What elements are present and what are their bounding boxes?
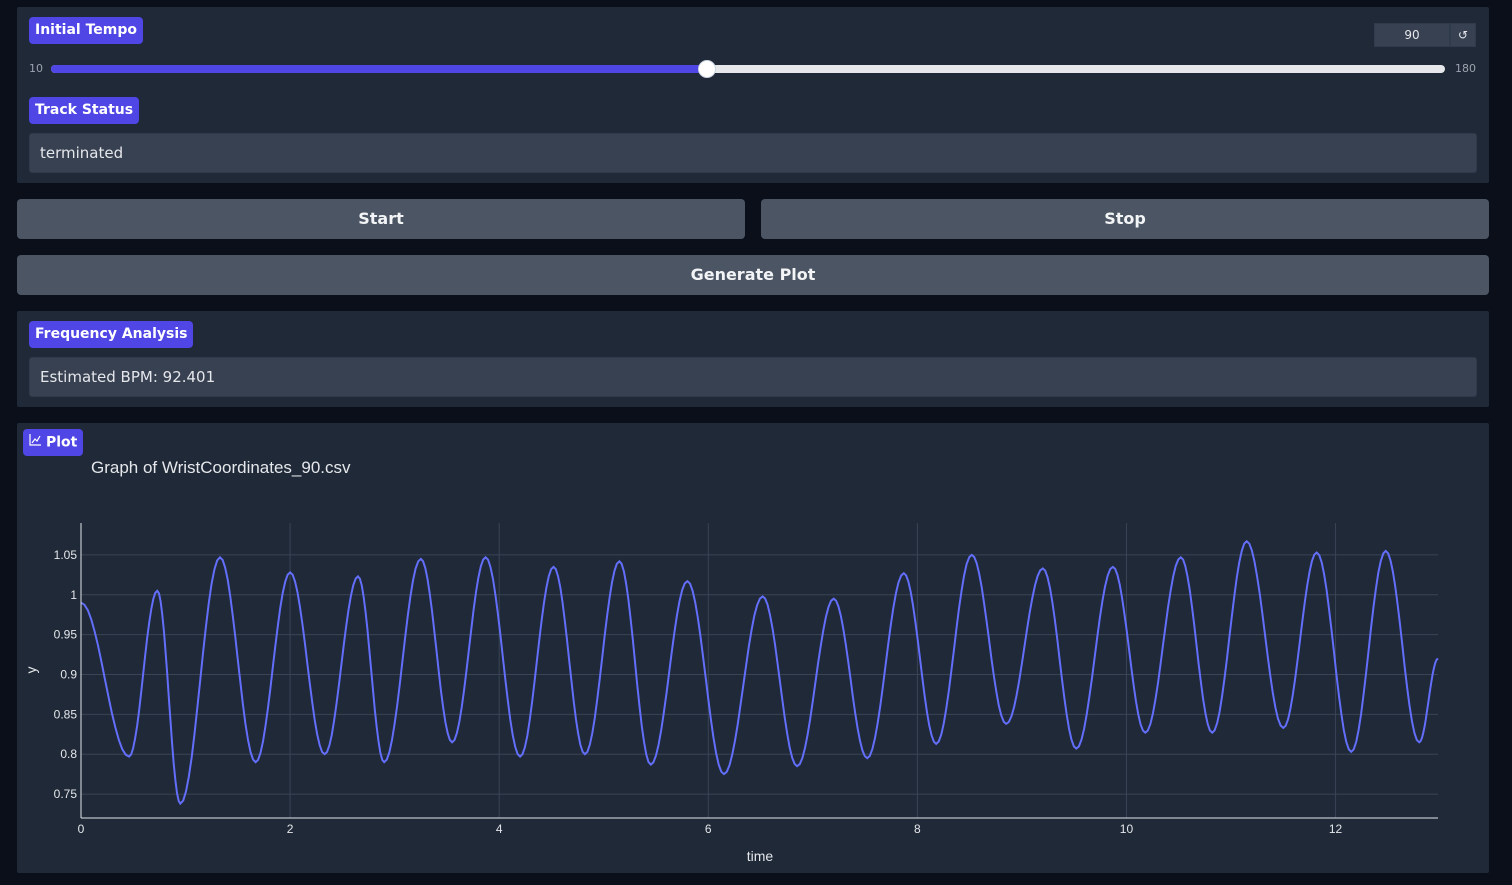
tempo-slider[interactable] xyxy=(51,60,1445,78)
frequency-panel: Frequency Analysis Estimated BPM: 92.401 xyxy=(17,311,1489,407)
x-axis-label: time xyxy=(747,848,774,864)
chart-grid xyxy=(80,523,1438,818)
chart-icon xyxy=(29,429,42,456)
tempo-slider-fill xyxy=(51,65,707,73)
y-tick-label: 1.05 xyxy=(54,548,78,562)
slider-min-label: 10 xyxy=(29,62,43,75)
chart-title: Graph of WristCoordinates_90.csv xyxy=(91,458,351,477)
generate-plot-button[interactable]: Generate Plot xyxy=(17,255,1489,295)
x-tick-label: 12 xyxy=(1329,822,1343,836)
initial-tempo-label: Initial Tempo xyxy=(29,17,143,44)
x-tick-label: 0 xyxy=(78,822,85,836)
plot-panel: Plot Graph of WristCoordinates_90.csv 0.… xyxy=(17,423,1489,873)
y-tick-label: 0.75 xyxy=(54,787,78,801)
y-ticks: 0.75 0.8 0.85 0.9 0.95 1 1.05 xyxy=(54,548,78,801)
x-tick-label: 10 xyxy=(1120,822,1134,836)
y-tick-label: 0.85 xyxy=(54,707,78,721)
plot-label: Plot xyxy=(23,429,84,456)
tempo-number-input[interactable]: 90 xyxy=(1374,23,1450,47)
x-tick-label: 8 xyxy=(914,822,921,836)
y-tick-label: 1 xyxy=(70,588,77,602)
frequency-analysis-label: Frequency Analysis xyxy=(29,321,194,348)
y-tick-label: 0.9 xyxy=(60,667,77,681)
settings-panel: Initial Tempo 90 ↺ 10 180 Track Status t… xyxy=(17,7,1489,183)
reset-tempo-button[interactable]: ↺ xyxy=(1450,23,1476,47)
x-tick-label: 2 xyxy=(287,822,294,836)
estimated-bpm-field[interactable]: Estimated BPM: 92.401 xyxy=(29,357,1477,397)
y-tick-label: 0.95 xyxy=(54,628,78,642)
track-status-label: Track Status xyxy=(29,97,140,124)
y-tick-label: 0.8 xyxy=(60,747,77,761)
wrist-chart[interactable]: Graph of WristCoordinates_90.csv 0.75 0.8… xyxy=(17,423,1489,873)
x-tick-label: 4 xyxy=(496,822,503,836)
slider-max-label: 180 xyxy=(1455,62,1476,75)
start-button[interactable]: Start xyxy=(17,199,745,239)
tempo-slider-thumb[interactable] xyxy=(698,60,716,78)
y-axis-label: y xyxy=(23,667,39,674)
series-line xyxy=(80,539,1439,806)
x-tick-label: 6 xyxy=(705,822,712,836)
plot-label-text: Plot xyxy=(46,434,78,451)
x-ticks: 0 2 4 6 8 10 12 xyxy=(78,822,1343,836)
track-status-field[interactable]: terminated xyxy=(29,133,1477,173)
stop-button[interactable]: Stop xyxy=(761,199,1489,239)
